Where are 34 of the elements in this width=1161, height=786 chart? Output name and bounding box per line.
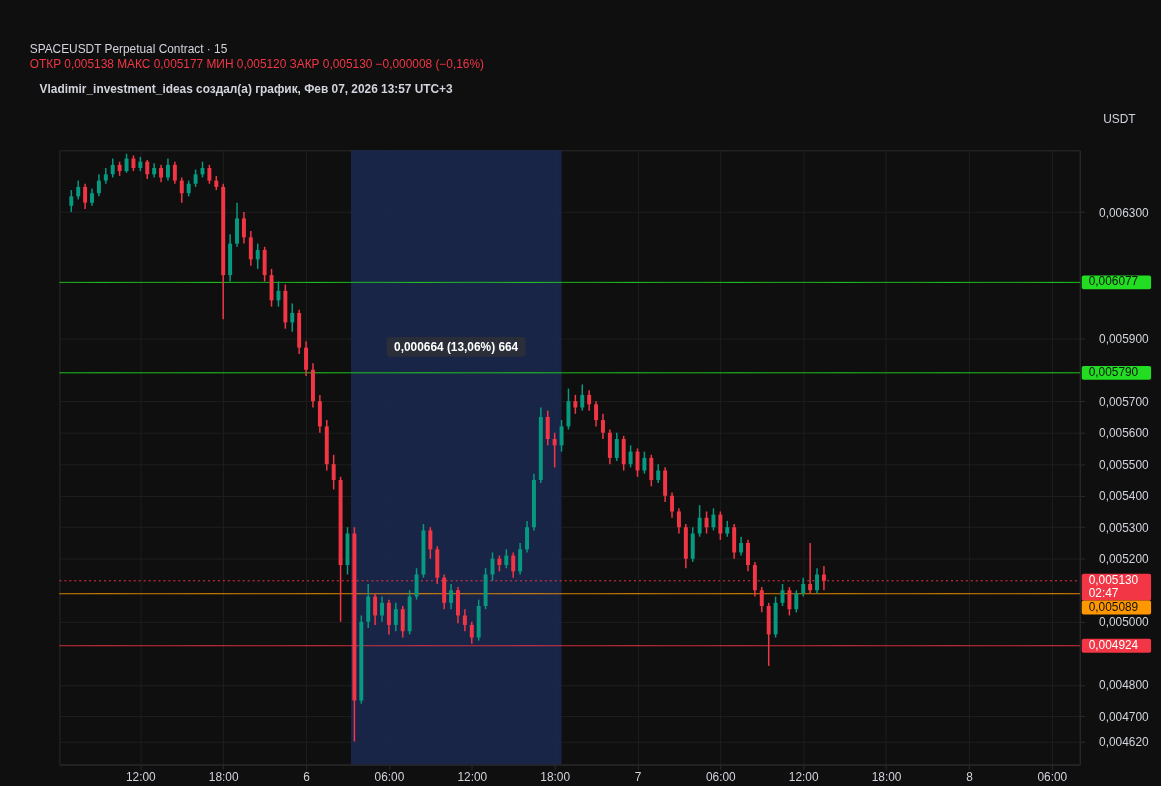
- x-tick-label: 12:00: [125, 769, 157, 784]
- y-tick-label: 0,005300: [1099, 520, 1150, 535]
- y-tick-label: 0,005200: [1099, 552, 1150, 567]
- ref-line-label: 0,005790: [1088, 364, 1139, 379]
- y-tick-label: 0,006300: [1099, 205, 1150, 220]
- x-tick-label: 06:00: [374, 769, 405, 784]
- x-tick-label: 8: [966, 769, 974, 784]
- ref-line-label: 0,004924: [1088, 637, 1139, 652]
- y-tick-label: 0,005500: [1099, 457, 1150, 472]
- y-tick-label: 0,004620: [1099, 734, 1150, 749]
- x-tick-label: 06:00: [706, 769, 737, 784]
- chart-subtitle: ОТКР 0,005138 МАКС 0,005177 МИН 0,005120 ЗАКР 0,005130 −0,000008 (−0,16%): [29, 57, 484, 72]
- y-tick-label: 0,005900: [1099, 331, 1150, 346]
- y-tick-label: 0,005600: [1099, 426, 1150, 441]
- ref-line-label: 0,005130 02:47: [1088, 572, 1139, 600]
- x-tick-label: 12:00: [457, 769, 488, 784]
- text: USDT: [1103, 111, 1136, 126]
- y-tick-label: 0,004700: [1099, 709, 1150, 724]
- x-tick-label: 12:00: [788, 769, 819, 784]
- x-tick-label: 7: [634, 769, 642, 784]
- x-tick-label: 18:00: [871, 769, 902, 784]
- y-tick-label: 0,005400: [1099, 489, 1150, 504]
- x-tick-label: 18:00: [540, 769, 571, 784]
- y-tick-label: 0,004800: [1099, 678, 1150, 693]
- ref-line-label: 0,005089: [1088, 599, 1139, 614]
- chart-title: SPACEUSDT Perpetual Contract · 15: [29, 42, 228, 57]
- y-tick-label: 0,005700: [1099, 394, 1150, 409]
- x-tick-label: 18:00: [208, 769, 239, 784]
- text: Vladimir_investment_ideas создал(а) график, Фев 07, 2026 13:57 UTC+3: [39, 81, 454, 96]
- x-tick-label: 06:00: [1037, 769, 1068, 784]
- annotation: 0,000664 (13,06%) 664: [394, 339, 519, 354]
- x-tick-label: 6: [303, 769, 311, 784]
- ref-line-label: 0,006077: [1088, 274, 1139, 289]
- y-tick-label: 0,005000: [1099, 615, 1150, 630]
